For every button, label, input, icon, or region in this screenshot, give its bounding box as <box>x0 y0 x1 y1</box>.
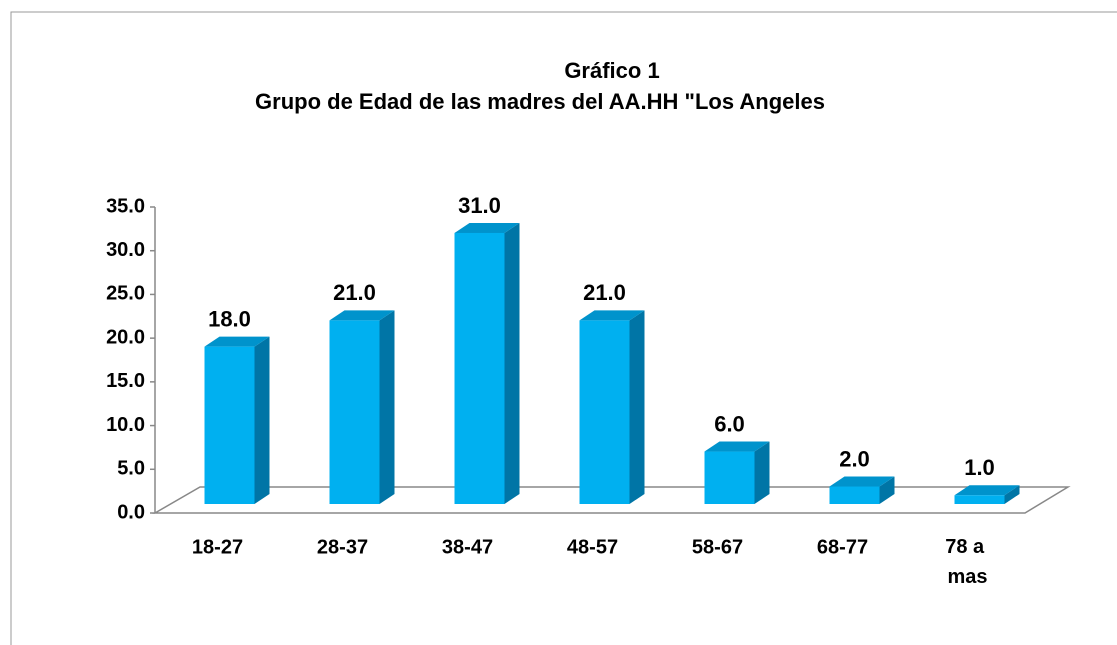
bar <box>454 222 520 504</box>
y-tick-label: 20.0 <box>106 326 145 348</box>
bar-top <box>829 476 895 487</box>
data-label: 1.0 <box>964 455 995 480</box>
y-tick-label: 30.0 <box>106 239 145 261</box>
bar-front <box>954 495 1005 504</box>
bar-side <box>254 336 270 504</box>
bar <box>704 441 770 504</box>
bar <box>329 310 395 504</box>
x-tick-label: 68-77 <box>817 536 868 558</box>
y-tick-label: 10.0 <box>106 414 145 436</box>
y-tick-label: 25.0 <box>106 283 145 305</box>
bar-top <box>579 310 645 321</box>
bar-front <box>704 451 755 504</box>
bar-side <box>879 476 895 504</box>
bar-side <box>754 441 770 504</box>
bar <box>579 310 645 504</box>
bar-front <box>329 320 380 504</box>
data-label: 21.0 <box>583 280 626 305</box>
bar-top <box>704 441 770 452</box>
bar-top <box>204 336 270 347</box>
bar-top <box>329 310 395 321</box>
x-tick-label: 38-47 <box>442 536 493 558</box>
bar-front <box>454 232 505 504</box>
bar-front <box>204 346 255 504</box>
y-tick-label: 15.0 <box>106 370 145 392</box>
chart-title: Gráfico 1 <box>564 58 659 83</box>
x-tick-label: 58-67 <box>692 536 743 558</box>
data-label: 21.0 <box>333 280 376 305</box>
bar <box>204 336 270 504</box>
chart-frame <box>10 11 1117 645</box>
x-tick-label: 18-27 <box>192 536 243 558</box>
y-tick-label: 0.0 <box>117 501 145 523</box>
x-tick-label: 48-57 <box>567 536 618 558</box>
y-tick-label: 35.0 <box>106 195 145 217</box>
bar-side <box>629 310 645 504</box>
data-label: 2.0 <box>839 446 870 471</box>
bar <box>829 476 895 504</box>
bar-side <box>1004 485 1020 504</box>
data-label: 18.0 <box>208 306 251 331</box>
bar-side <box>504 222 520 504</box>
chart-subtitle: Grupo de Edad de las madres del AA.HH "L… <box>255 89 825 114</box>
bar-front <box>829 486 880 504</box>
bar-side <box>379 310 395 504</box>
data-label: 31.0 <box>458 193 501 218</box>
floor <box>152 486 1071 514</box>
x-tick-label: 78 a mas <box>945 536 989 588</box>
bar <box>954 485 1020 504</box>
bar-front <box>579 320 630 504</box>
y-tick-label: 5.0 <box>117 458 145 480</box>
bar-top <box>454 222 520 233</box>
x-tick-label: 28-37 <box>317 536 368 558</box>
data-label: 6.0 <box>714 411 745 436</box>
bar-top <box>954 485 1020 496</box>
